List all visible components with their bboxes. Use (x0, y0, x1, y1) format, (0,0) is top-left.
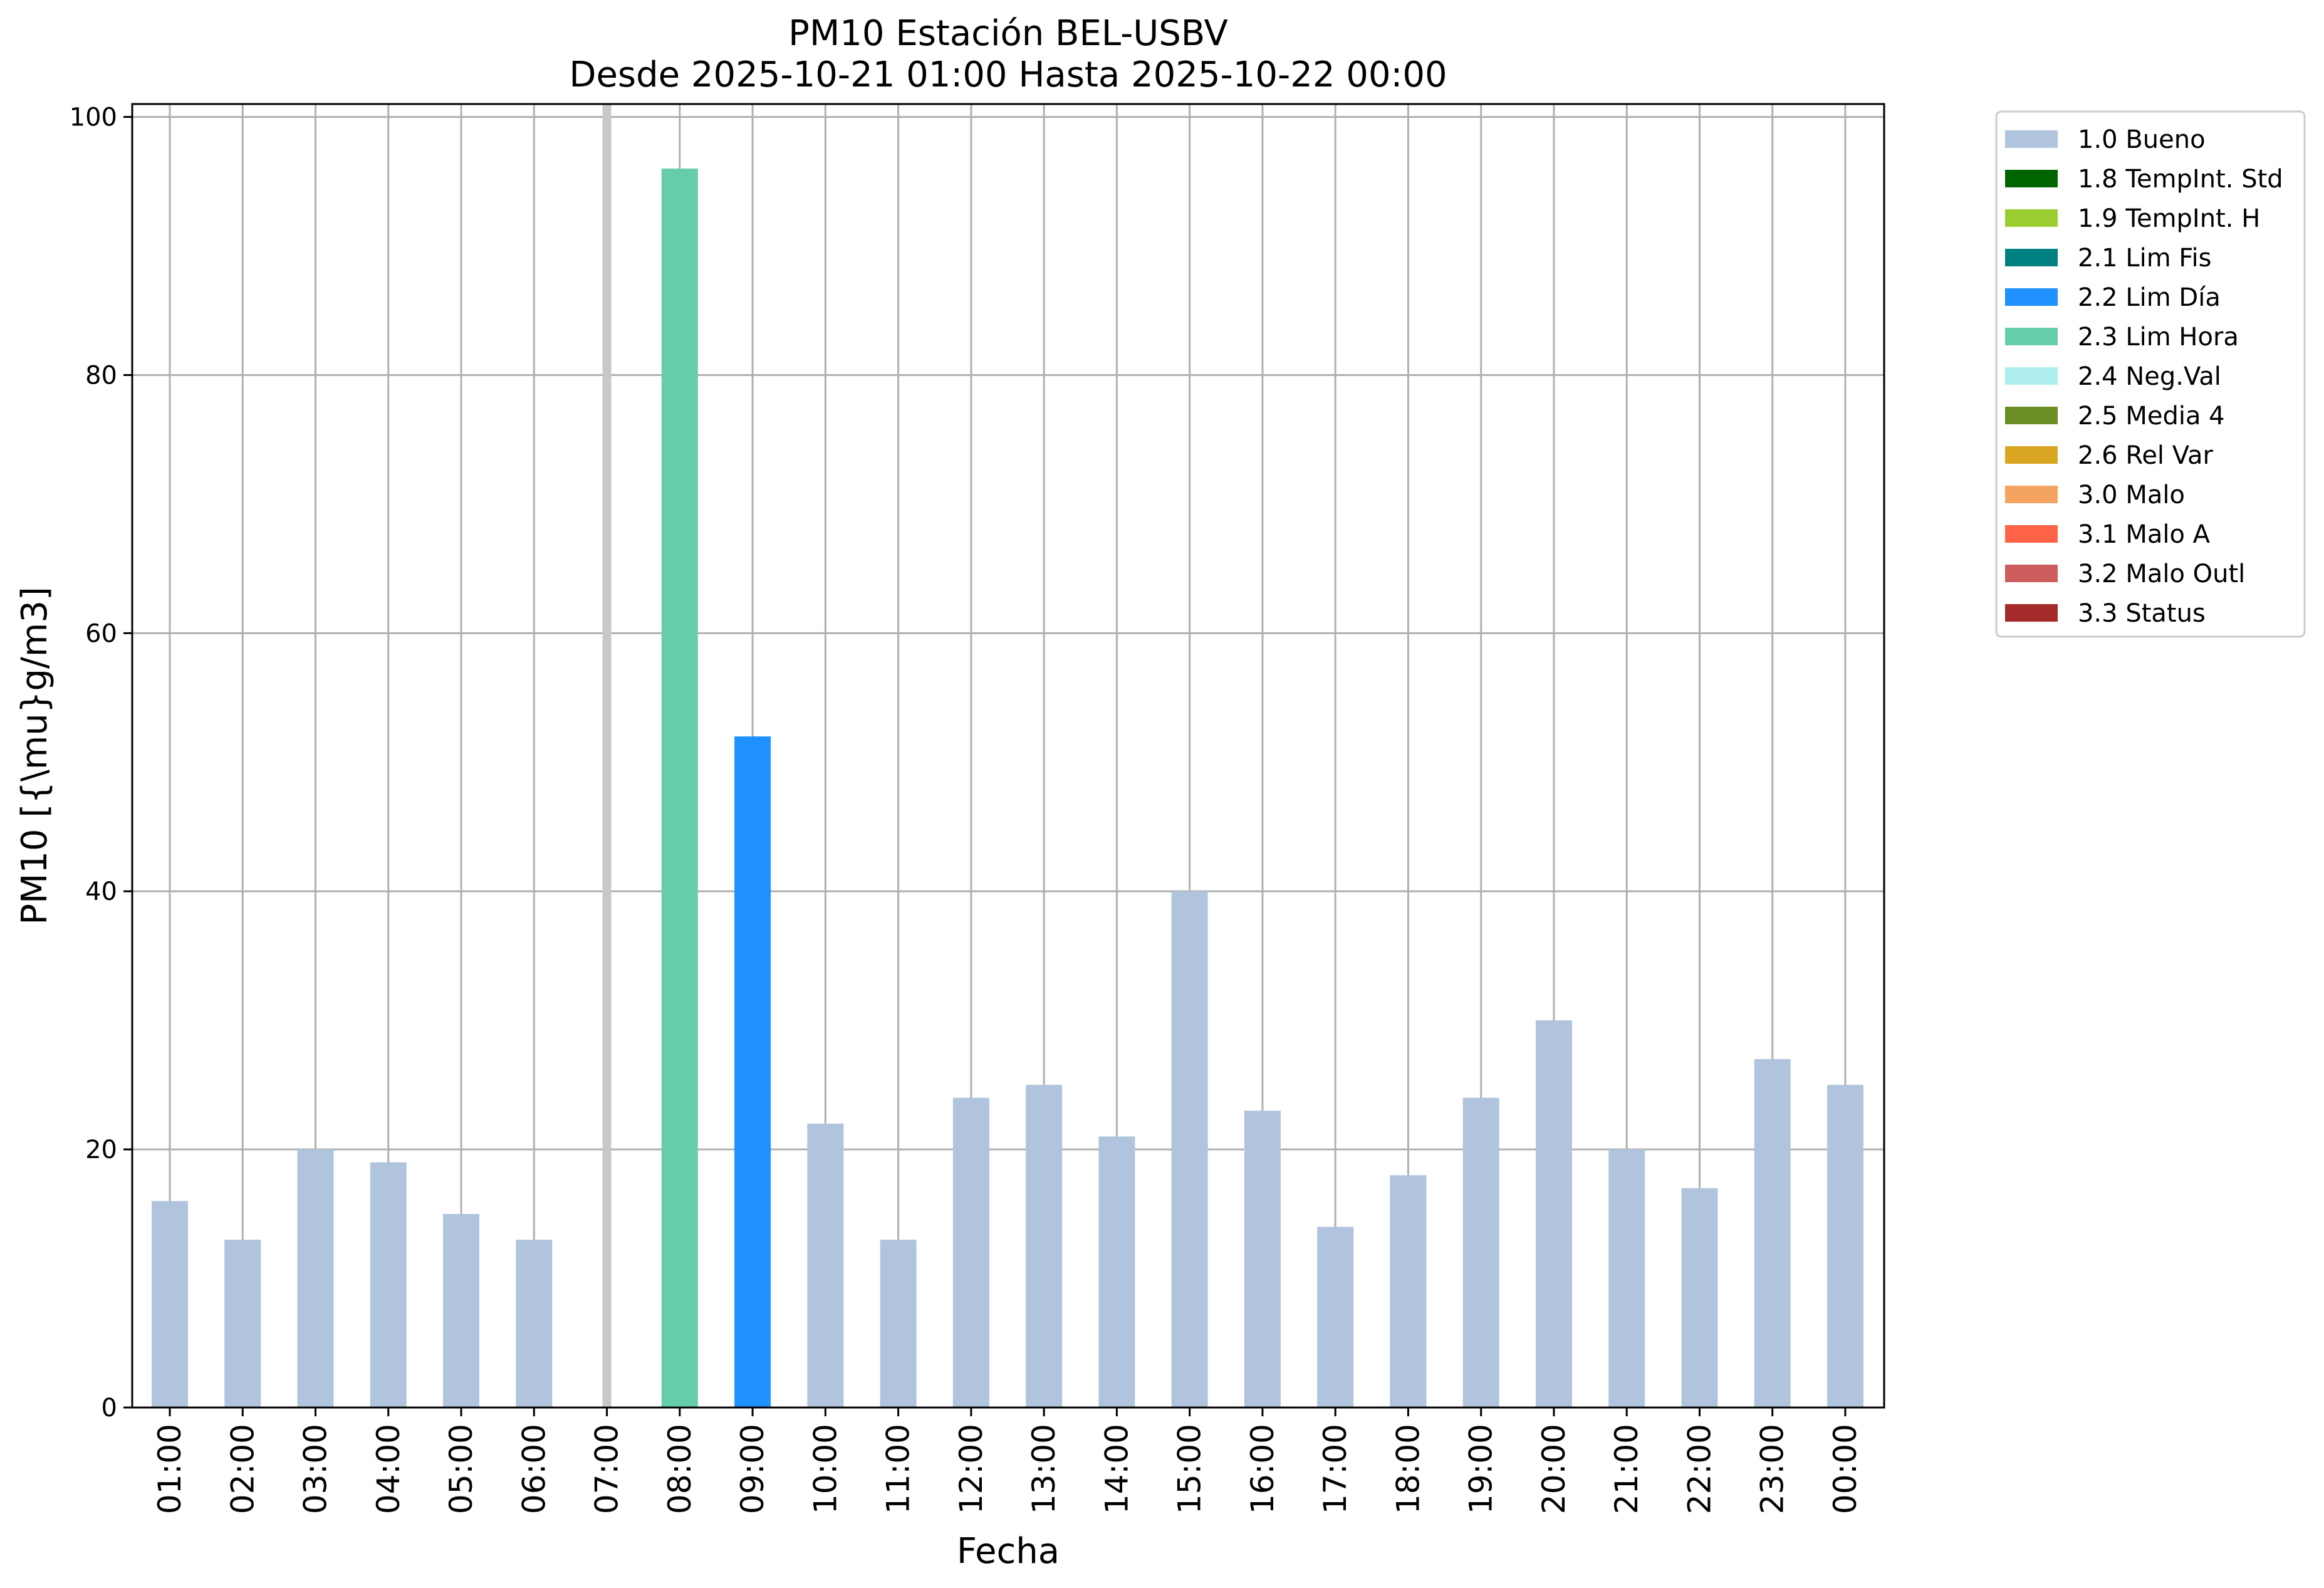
legend-label: 2.3 Lim Hora (2078, 323, 2239, 352)
bar-2200 (1681, 1188, 1718, 1408)
bar-1800 (1390, 1175, 1427, 1408)
legend-swatch (2005, 565, 2058, 582)
x-tick-label: 04:00 (370, 1424, 407, 1514)
legend-label: 1.8 TempInt. Std (2078, 165, 2283, 194)
bar-1900 (1462, 1097, 1499, 1408)
y-axis: 0 20 40 60 80 100 (70, 103, 132, 1423)
bar-1100 (880, 1240, 917, 1408)
bar-0900 (734, 736, 771, 1408)
x-tick-label: 21:00 (1608, 1424, 1645, 1514)
bar-0100 (152, 1201, 188, 1408)
bar-0800 (661, 168, 698, 1408)
bar-2000 (1535, 1020, 1572, 1408)
y-tick-label: 80 (85, 361, 117, 390)
bar-1600 (1244, 1110, 1281, 1408)
x-tick-label: 05:00 (443, 1424, 479, 1514)
missing-data-marker (602, 104, 612, 1408)
bar-0500 (443, 1214, 480, 1408)
legend-box (1995, 110, 2306, 638)
bar-0400 (370, 1162, 407, 1408)
legend-swatch (2005, 604, 2058, 622)
legend-swatch (2005, 486, 2058, 503)
x-tick-label: 01:00 (152, 1424, 188, 1514)
bar-2300 (1754, 1058, 1791, 1408)
bar-1500 (1171, 891, 1208, 1408)
x-tick-label: 09:00 (734, 1424, 771, 1514)
bar-1700 (1317, 1226, 1354, 1408)
legend-label: 2.1 Lim Fis (2078, 244, 2211, 273)
legend-swatch (2005, 446, 2058, 464)
legend-label: 2.4 Neg.Val (2078, 362, 2221, 391)
legend-label: 2.5 Media 4 (2078, 402, 2225, 431)
bars (152, 104, 1863, 1408)
x-tick-label: 23:00 (1754, 1424, 1791, 1514)
legend-swatch (2005, 407, 2058, 424)
x-axis-label: Fecha (957, 1531, 1060, 1572)
bar-1300 (1026, 1085, 1063, 1408)
chart-title: PM10 Estación BEL-USBV (788, 13, 1228, 54)
x-tick-label: 18:00 (1390, 1424, 1426, 1514)
y-tick-label: 20 (85, 1136, 117, 1164)
legend-swatch (2005, 328, 2058, 345)
y-axis-label: PM10 [{\mu}g/m3] (14, 587, 55, 925)
bar-0200 (224, 1240, 261, 1408)
bar-0600 (516, 1240, 553, 1408)
x-tick-label: 20:00 (1536, 1424, 1572, 1514)
x-tick-label: 22:00 (1681, 1424, 1717, 1514)
x-tick-label: 19:00 (1463, 1424, 1499, 1514)
x-tick-label: 17:00 (1317, 1424, 1353, 1514)
bar-1400 (1098, 1136, 1135, 1408)
y-tick-label: 60 (85, 619, 117, 648)
bar-1000 (807, 1123, 844, 1408)
legend-swatch (2005, 170, 2058, 187)
x-tick-label: 10:00 (807, 1424, 843, 1514)
x-tick-label: 06:00 (516, 1424, 552, 1514)
x-tick-label: 00:00 (1827, 1424, 1863, 1514)
x-tick-label: 13:00 (1026, 1424, 1062, 1514)
x-tick-label: 02:00 (224, 1424, 261, 1514)
x-tick-label: 03:00 (298, 1424, 334, 1514)
y-tick-label: 40 (85, 877, 117, 906)
bar-0300 (297, 1149, 334, 1408)
x-tick-label: 11:00 (880, 1424, 917, 1514)
legend-swatch (2005, 525, 2058, 543)
legend-swatch (2005, 130, 2058, 148)
legend-label: 3.2 Malo Outl (2078, 560, 2245, 588)
x-tick-label: 08:00 (662, 1424, 698, 1514)
legend-label: 2.6 Rel Var (2078, 441, 2214, 470)
bar-2100 (1608, 1149, 1645, 1408)
legend-label: 1.9 TempInt. H (2078, 204, 2260, 233)
legend-label: 1.0 Bueno (2078, 125, 2206, 154)
x-tick-label: 14:00 (1098, 1424, 1135, 1514)
x-tick-label: 16:00 (1244, 1424, 1281, 1514)
legend-swatch (2005, 288, 2058, 306)
legend-label: 3.3 Status (2078, 599, 2206, 628)
bar-0000 (1826, 1085, 1863, 1408)
chart-subtitle: Desde 2025-10-21 01:00 Hasta 2025-10-22 … (569, 55, 1447, 95)
legend-label: 2.2 Lim Día (2078, 283, 2221, 312)
y-tick-label: 0 (102, 1394, 117, 1423)
x-tick-label: 12:00 (953, 1424, 989, 1514)
x-axis: 01:00 02:00 03:00 04:00 05:00 06:00 07:00 08:00… (152, 1408, 1863, 1514)
legend-swatch (2005, 209, 2058, 227)
y-tick-label: 100 (70, 103, 117, 132)
legend-swatch (2005, 249, 2058, 266)
legend-label: 3.0 Malo (2078, 481, 2185, 509)
bar-1200 (952, 1097, 989, 1408)
legend-label: 3.1 Malo A (2078, 520, 2211, 549)
legend-swatch (2005, 367, 2058, 385)
x-tick-label: 07:00 (589, 1424, 625, 1514)
plot-frame (131, 103, 1885, 1409)
legend: 1.0 Bueno 1.8 TempInt. Std 1.9 TempInt. H 2… (1995, 110, 2306, 638)
x-tick-label: 15:00 (1172, 1424, 1208, 1514)
